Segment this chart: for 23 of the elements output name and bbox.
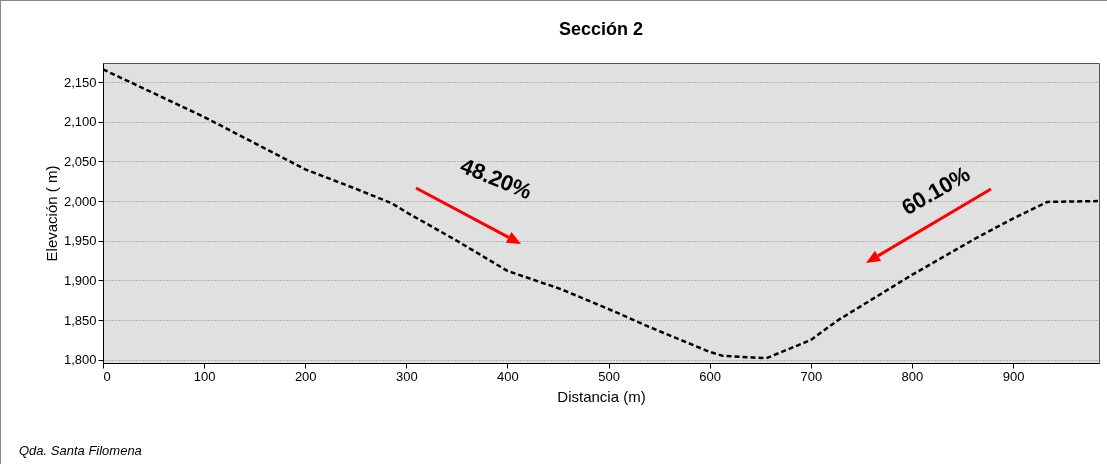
x-tick-label: 400 <box>497 368 519 384</box>
line-series <box>103 68 1099 360</box>
chart-title: Sección 2 <box>558 19 644 39</box>
y-tick-label: 1,850 <box>63 312 97 328</box>
y-tick-label: 2,100 <box>63 114 97 130</box>
y-tick-label: 2,000 <box>63 193 97 209</box>
x-tick-label: 200 <box>294 368 317 384</box>
x-tick-label: 800 <box>901 368 924 384</box>
y-tick-label: 1,800 <box>63 352 97 368</box>
x-tick-label: 700 <box>800 368 823 384</box>
x-tick-label: 600 <box>699 368 722 384</box>
x-axis-title: Distancia (m) <box>557 387 646 405</box>
x-tick-label: 0 <box>103 368 111 384</box>
text: Qda. Santa Filomena <box>19 443 142 458</box>
x-tick-label: 500 <box>598 368 620 384</box>
x-tick-label: 300 <box>396 368 418 384</box>
y-tick-label: 2,150 <box>63 74 97 90</box>
x-tick-label: 100 <box>193 368 216 384</box>
y-tick-label: 1,950 <box>63 233 97 249</box>
y-tick-label: 1,900 <box>63 272 97 288</box>
y-axis-title: Elevación ( m) <box>42 165 60 262</box>
x-tick-label: 900 <box>1002 368 1025 384</box>
y-tick-label: 2,050 <box>63 153 97 169</box>
